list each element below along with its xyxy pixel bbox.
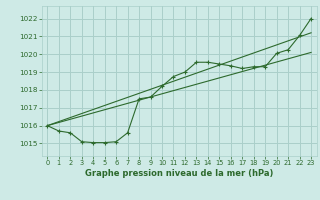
X-axis label: Graphe pression niveau de la mer (hPa): Graphe pression niveau de la mer (hPa) <box>85 169 273 178</box>
